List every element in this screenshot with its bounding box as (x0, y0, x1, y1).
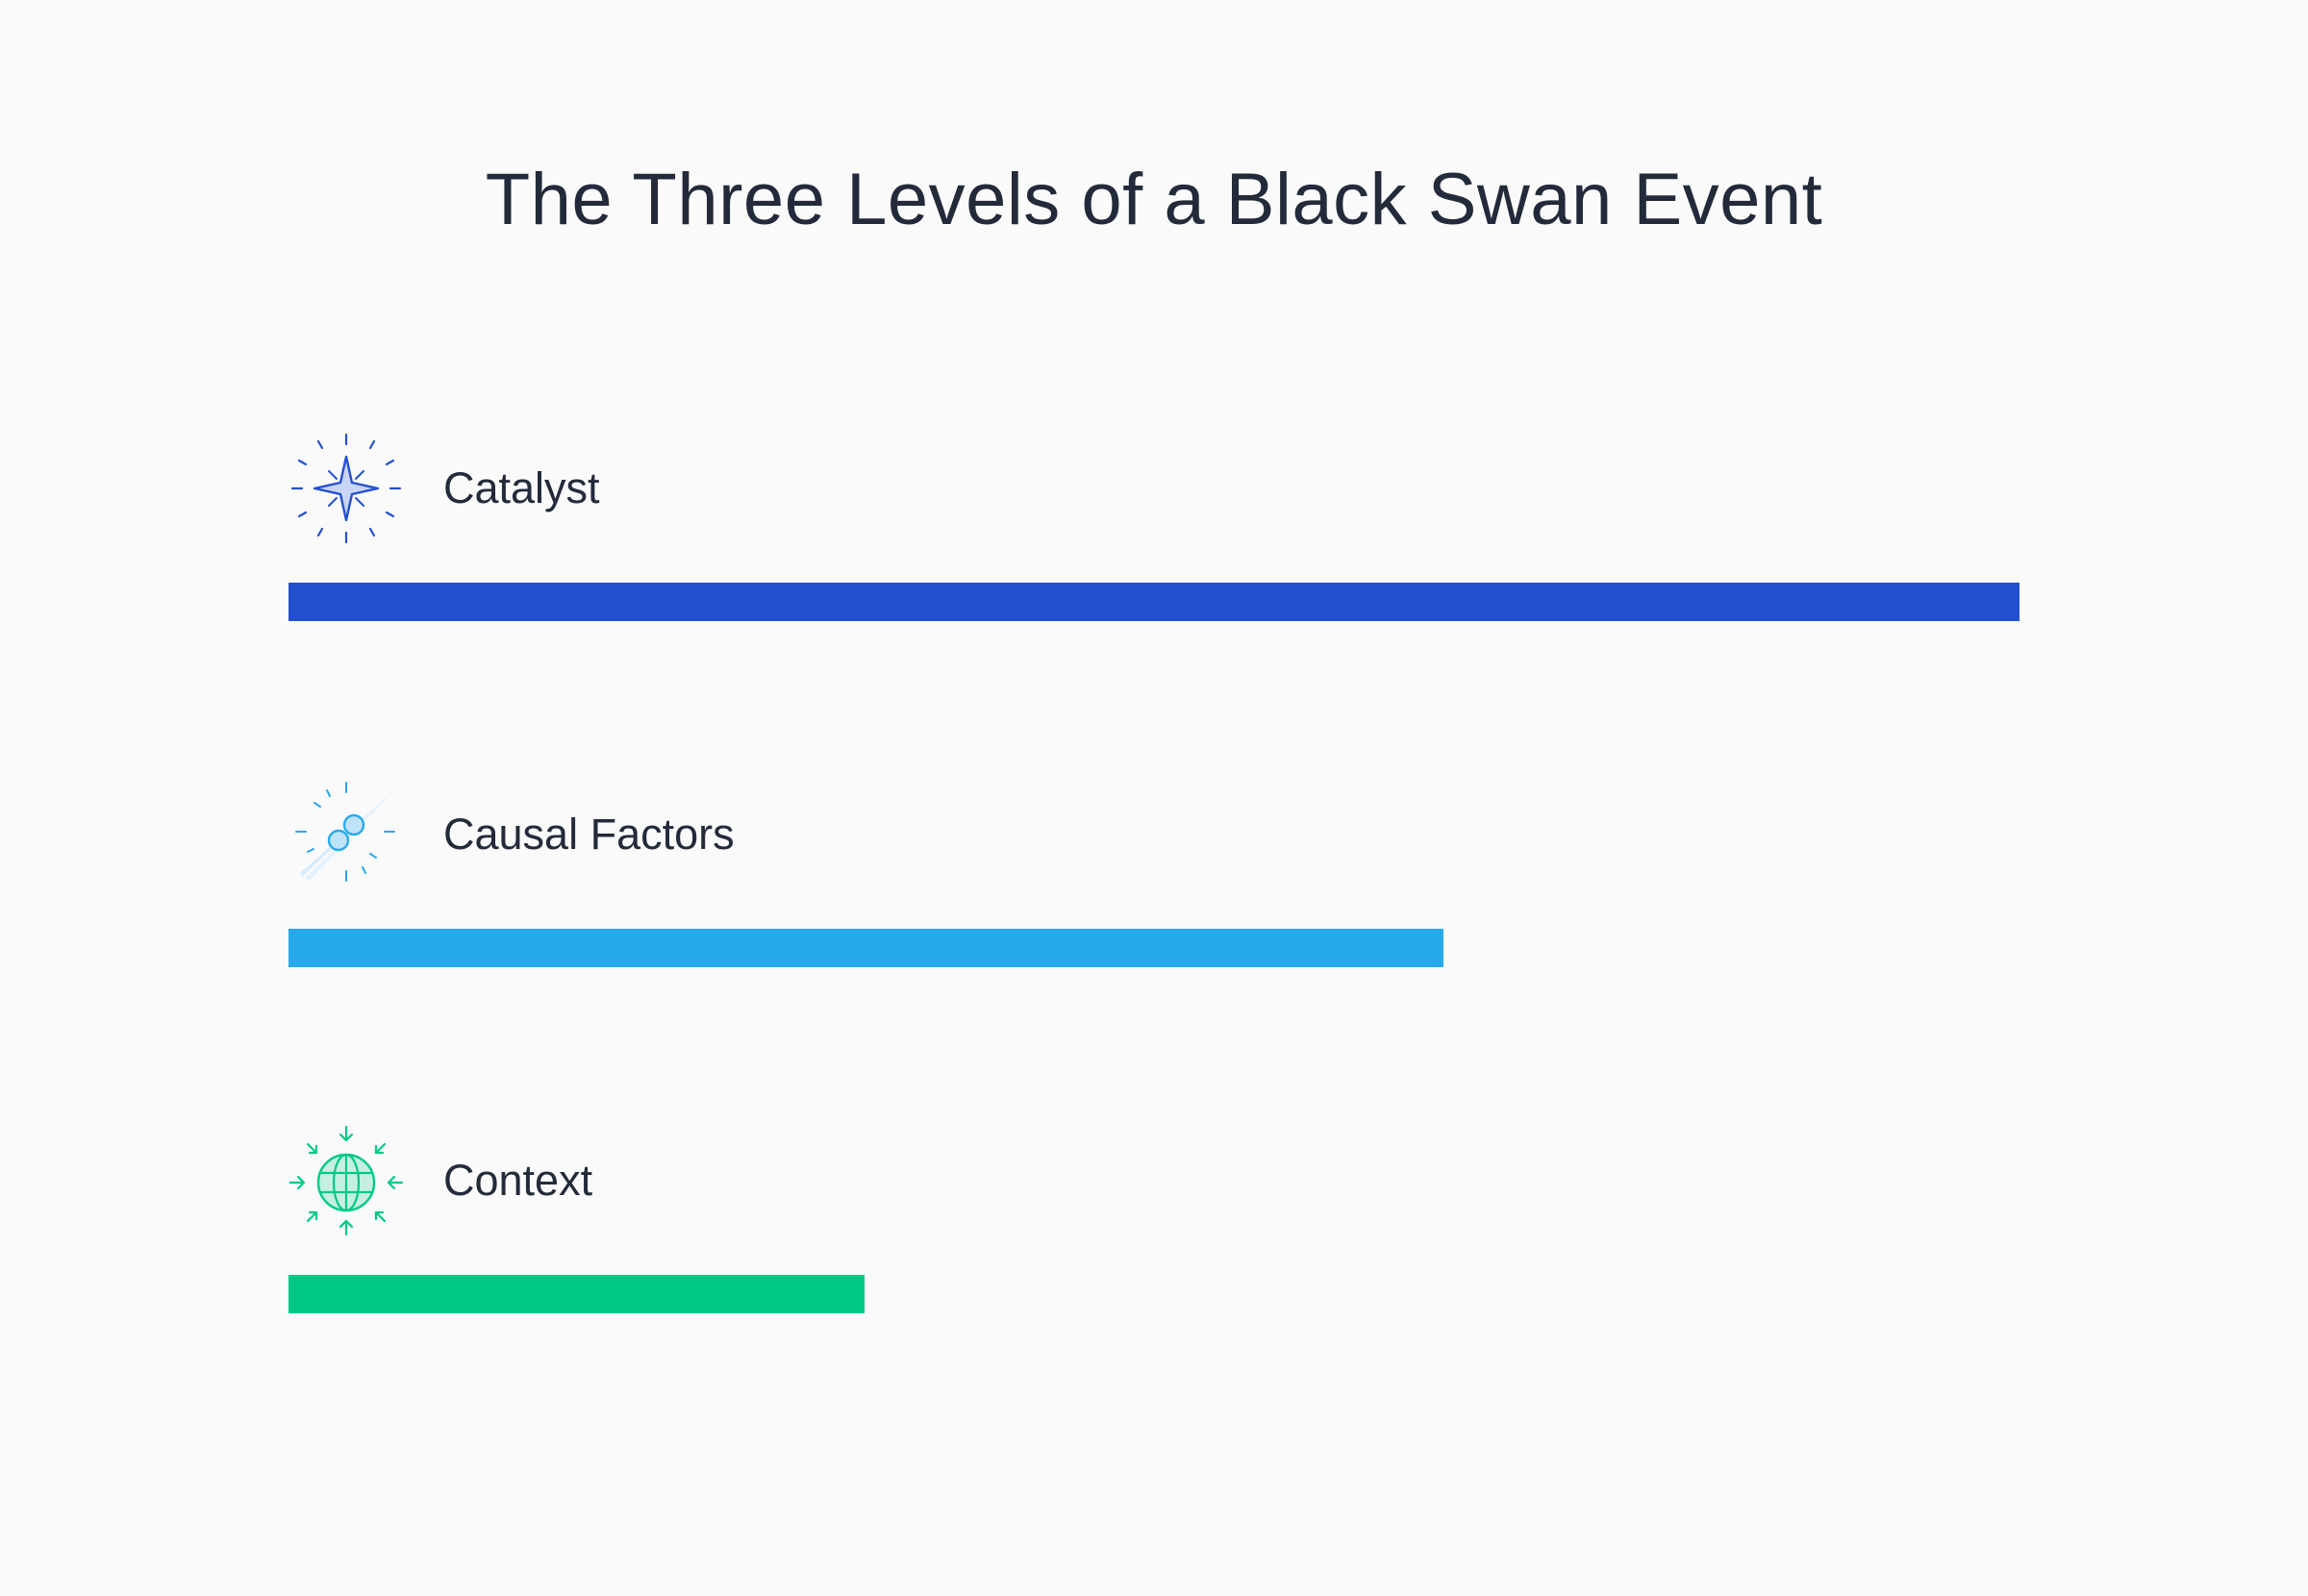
level-bar-context (288, 1275, 865, 1313)
level-catalyst: Catalyst (288, 431, 2116, 671)
level-context: Context (288, 1123, 2116, 1363)
globe-arrows-icon (288, 1123, 404, 1238)
level-causal-factors: Causal Factors (288, 777, 2116, 1017)
level-track (288, 929, 2020, 967)
page-title: The Three Levels of a Black Swan Event (485, 159, 1823, 240)
level-track (288, 583, 2020, 621)
level-track (288, 1275, 2020, 1313)
level-bar-catalyst (288, 583, 2020, 621)
linked-molecule-icon (288, 777, 404, 892)
level-label-context: Context (443, 1156, 593, 1205)
level-label-catalyst: Catalyst (443, 463, 600, 512)
level-label-causal-factors: Causal Factors (443, 810, 735, 859)
sparkle-star-icon (288, 431, 404, 546)
level-bar-causal-factors (288, 929, 1443, 967)
